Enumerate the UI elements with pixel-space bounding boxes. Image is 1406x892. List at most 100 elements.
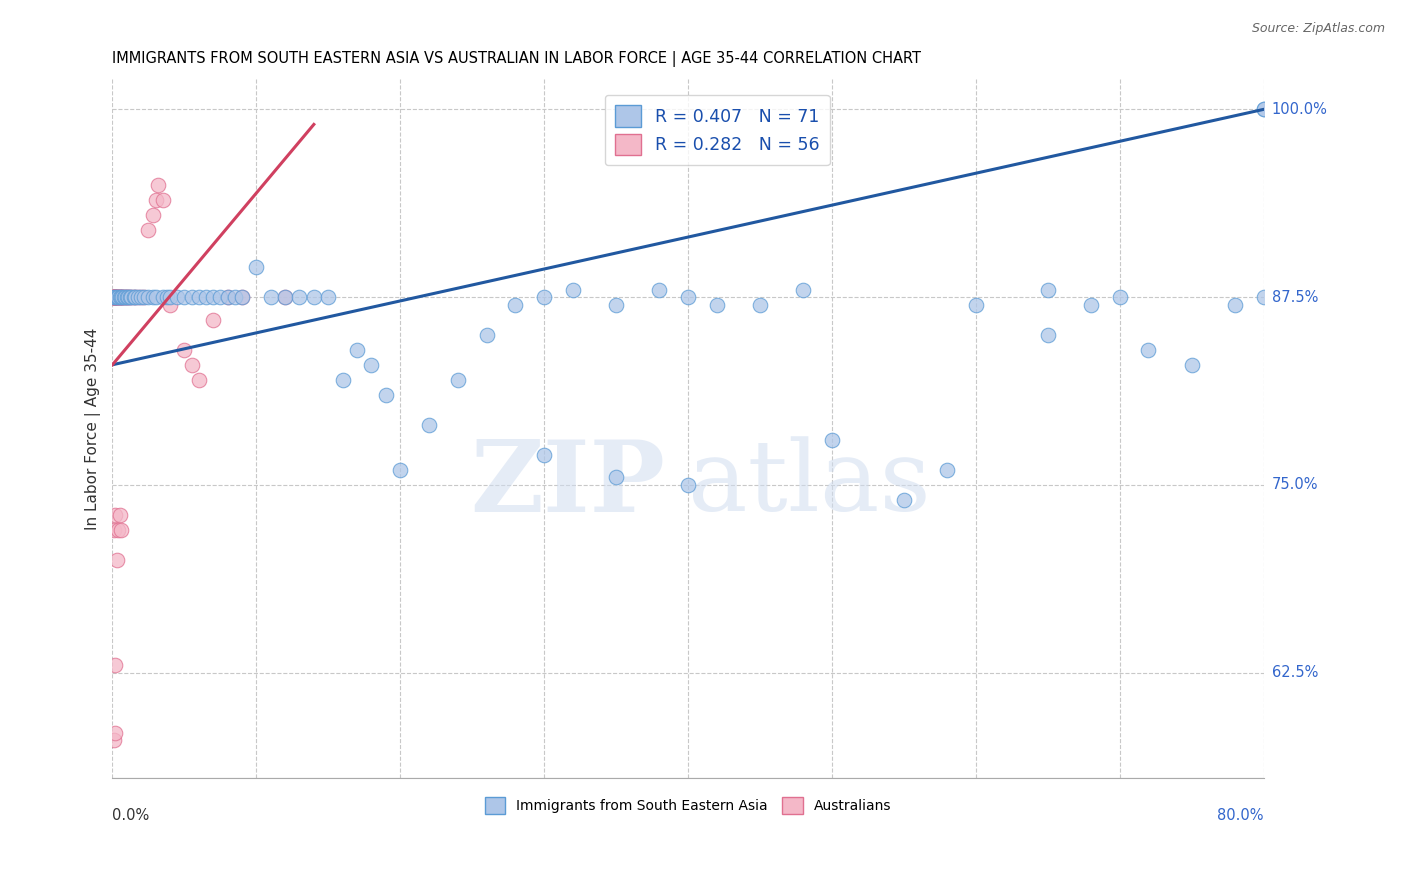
Point xyxy=(676,478,699,492)
Point xyxy=(129,290,152,304)
Point xyxy=(107,523,129,537)
Point xyxy=(115,290,138,304)
Point xyxy=(108,290,131,304)
Text: 80.0%: 80.0% xyxy=(1218,808,1264,823)
Point xyxy=(648,283,671,297)
Point xyxy=(605,470,627,484)
Point xyxy=(561,283,583,297)
Point xyxy=(105,290,128,304)
Text: ZIP: ZIP xyxy=(470,436,665,533)
Point xyxy=(103,290,125,304)
Point xyxy=(533,290,555,304)
Text: atlas: atlas xyxy=(688,436,931,533)
Point xyxy=(108,290,131,304)
Point xyxy=(418,417,440,432)
Point xyxy=(104,290,127,304)
Text: Source: ZipAtlas.com: Source: ZipAtlas.com xyxy=(1251,22,1385,36)
Point xyxy=(118,290,141,304)
Point xyxy=(231,290,253,304)
Point xyxy=(108,290,131,304)
Point xyxy=(104,290,127,304)
Point xyxy=(965,298,987,312)
Point xyxy=(142,208,165,222)
Point xyxy=(103,290,125,304)
Point xyxy=(103,290,125,304)
Point xyxy=(159,298,181,312)
Point xyxy=(103,523,125,537)
Point xyxy=(180,358,202,372)
Point xyxy=(1108,290,1130,304)
Point xyxy=(107,290,129,304)
Point xyxy=(107,290,129,304)
Point xyxy=(104,290,127,304)
Point xyxy=(104,508,127,522)
Point xyxy=(1036,327,1059,342)
Point xyxy=(187,290,209,304)
Point xyxy=(260,290,283,304)
Point xyxy=(231,290,253,304)
Point xyxy=(893,493,915,508)
Point xyxy=(124,290,146,304)
Text: 75.0%: 75.0% xyxy=(1272,477,1319,492)
Point xyxy=(821,433,844,447)
Point xyxy=(1253,290,1275,304)
Point xyxy=(110,290,132,304)
Point xyxy=(111,290,134,304)
Text: IMMIGRANTS FROM SOUTH EASTERN ASIA VS AUSTRALIAN IN LABOR FORCE | AGE 35-44 CORR: IMMIGRANTS FROM SOUTH EASTERN ASIA VS AU… xyxy=(112,51,921,67)
Point xyxy=(105,290,128,304)
Point xyxy=(605,298,627,312)
Point xyxy=(302,290,325,304)
Point xyxy=(245,260,267,274)
Point xyxy=(124,290,146,304)
Point xyxy=(115,290,138,304)
Point xyxy=(447,373,470,387)
Point xyxy=(676,290,699,304)
Point xyxy=(103,290,125,304)
Point xyxy=(122,290,145,304)
Point xyxy=(1223,298,1246,312)
Point xyxy=(1137,343,1160,357)
Point xyxy=(105,290,128,304)
Point xyxy=(110,290,132,304)
Point xyxy=(145,290,167,304)
Point xyxy=(209,290,232,304)
Point xyxy=(104,290,127,304)
Point xyxy=(706,298,728,312)
Point xyxy=(107,290,129,304)
Point xyxy=(166,290,188,304)
Point xyxy=(360,358,382,372)
Point xyxy=(1036,283,1059,297)
Point xyxy=(374,388,396,402)
Point xyxy=(748,298,770,312)
Point xyxy=(132,290,155,304)
Point xyxy=(105,553,128,567)
Point xyxy=(389,463,412,477)
Point xyxy=(105,290,128,304)
Point xyxy=(138,222,160,236)
Point xyxy=(202,290,225,304)
Point xyxy=(103,290,125,304)
Point xyxy=(187,373,209,387)
Point xyxy=(346,343,368,357)
Point xyxy=(122,290,145,304)
Point xyxy=(202,312,225,326)
Point xyxy=(103,290,125,304)
Point xyxy=(145,193,167,207)
Point xyxy=(101,290,124,304)
Point xyxy=(152,290,174,304)
Point xyxy=(148,178,170,192)
Point xyxy=(103,290,125,304)
Point xyxy=(117,290,139,304)
Point xyxy=(103,290,125,304)
Point xyxy=(217,290,239,304)
Point xyxy=(104,290,127,304)
Point xyxy=(1080,298,1102,312)
Point xyxy=(127,290,149,304)
Point xyxy=(194,290,217,304)
Point xyxy=(127,290,149,304)
Point xyxy=(132,290,155,304)
Point xyxy=(316,290,339,304)
Point xyxy=(104,726,127,740)
Point xyxy=(118,290,141,304)
Point xyxy=(173,343,195,357)
